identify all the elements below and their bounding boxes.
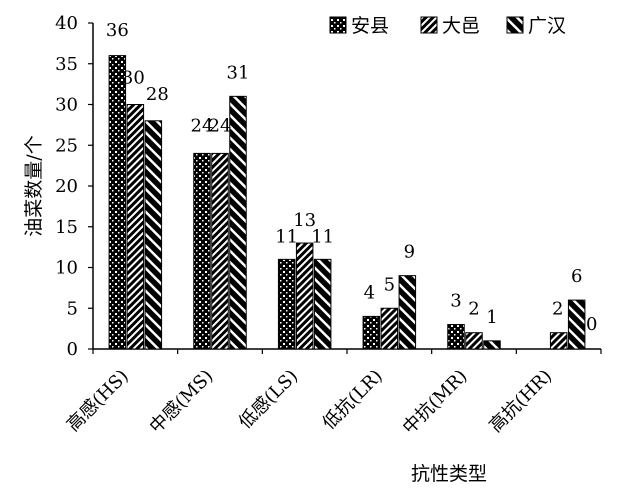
data-label: 24 (209, 115, 232, 136)
data-label: 2 (468, 299, 479, 320)
x-tick-label: 中抗(MR) (399, 366, 472, 439)
y-tick-label: 15 (55, 217, 78, 238)
x-tick-label: 高感(HS) (63, 366, 133, 436)
y-ticks: 0 5 10 15 20 25 30 35 40 (55, 13, 93, 360)
y-tick-label: 0 (67, 339, 78, 360)
data-label: 31 (227, 62, 250, 83)
bar (108, 55, 127, 350)
y-tick-label: 40 (55, 13, 78, 34)
bar (229, 95, 247, 350)
bar (380, 307, 399, 350)
bar (313, 258, 332, 350)
bar (193, 152, 211, 350)
data-label: 1 (486, 307, 497, 328)
bar (567, 299, 586, 350)
bar (398, 275, 417, 350)
bar (483, 340, 501, 350)
bar (211, 152, 229, 350)
bar (295, 242, 314, 350)
bar (277, 258, 296, 350)
legend: 安县 大邑 广汉 (329, 15, 566, 37)
data-label: 4 (364, 282, 375, 303)
data-label: 24 (191, 115, 214, 136)
y-tick-label: 20 (55, 176, 78, 197)
y-tick-label: 35 (55, 54, 78, 75)
data-label: 9 (404, 242, 415, 263)
bar (144, 120, 163, 350)
data-label: 3 (450, 291, 461, 312)
legend-label: 安县 (351, 15, 389, 37)
bars (108, 55, 586, 350)
y-tick-label: 10 (55, 258, 78, 279)
bar (126, 104, 145, 350)
data-label: 6 (571, 266, 582, 287)
data-label: 2 (552, 299, 563, 320)
bar (465, 332, 483, 350)
y-tick-label: 5 (67, 298, 78, 319)
bar (447, 324, 465, 350)
data-label: 11 (311, 226, 334, 247)
data-label: 0 (586, 314, 597, 335)
data-label: 28 (146, 84, 169, 105)
x-ticks (92, 349, 602, 354)
bar (362, 315, 381, 350)
x-tick-label: 低感(LS) (235, 366, 302, 433)
data-label: 11 (275, 226, 298, 247)
x-tick-label: 中感(MS) (146, 366, 218, 438)
bar (549, 332, 568, 350)
legend-label: 广汉 (528, 15, 566, 37)
data-label: 36 (106, 20, 129, 41)
data-label: 30 (122, 68, 145, 89)
legend-swatch (420, 16, 438, 34)
y-tick-label: 25 (55, 135, 78, 156)
legend-swatch (329, 16, 347, 34)
data-label: 13 (293, 210, 316, 231)
x-tick-label: 低抗(LR) (319, 366, 387, 434)
axes (92, 23, 601, 350)
data-label: 5 (384, 274, 395, 295)
y-axis-title: 油菜数量/个 (23, 135, 45, 236)
x-tick-labels: 高感(HS) 中感(MS) 低感(LS) 低抗(LR) 中抗(MR) 高抗(HR) (63, 366, 556, 439)
x-axis-title: 抗性类型 (411, 463, 487, 485)
x-tick-label: 高抗(HR) (485, 366, 556, 437)
y-tick-label: 30 (55, 95, 78, 116)
legend-label: 大邑 (442, 15, 480, 37)
legend-swatch (506, 16, 524, 34)
